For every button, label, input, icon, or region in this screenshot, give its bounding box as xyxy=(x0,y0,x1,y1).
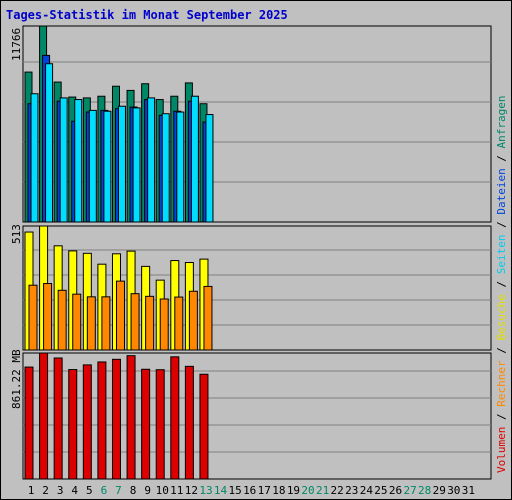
day-label-24: 24 xyxy=(360,484,374,497)
bar-rechner-day-3 xyxy=(57,289,67,351)
day-label-17: 17 xyxy=(258,484,271,497)
bar-rechner-day-5 xyxy=(86,296,96,351)
bar-rechner-day-6 xyxy=(101,296,111,351)
legend-item-anfragen: Anfragen xyxy=(495,95,508,149)
legend-item-dateien: Dateien xyxy=(495,168,508,215)
day-label-21: 21 xyxy=(316,484,329,497)
bar-seiten-day-5 xyxy=(88,109,97,223)
bar-volumen-day-7 xyxy=(111,358,121,480)
day-label-2: 2 xyxy=(42,484,49,497)
day-label-23: 23 xyxy=(345,484,358,497)
day-label-5: 5 xyxy=(86,484,93,497)
bar-rechner-day-7 xyxy=(115,280,125,351)
bar-seiten-day-8 xyxy=(132,107,141,223)
bar-volumen-day-12 xyxy=(184,365,194,480)
day-label-27: 27 xyxy=(403,484,416,497)
bar-volumen-day-6 xyxy=(97,361,107,480)
day-label-19: 19 xyxy=(287,484,300,497)
day-label-9: 9 xyxy=(144,484,151,497)
legend-item-volumen: Volumen xyxy=(495,426,508,473)
day-label-12: 12 xyxy=(185,484,198,497)
panel-1-scale-label: 11766 xyxy=(10,27,23,61)
bar-rechner-day-2 xyxy=(43,283,53,351)
day-label-30: 30 xyxy=(447,484,460,497)
bar-rechner-day-13 xyxy=(203,285,213,351)
legend-item-seiten: Seiten xyxy=(495,234,508,275)
bar-rechner-day-1 xyxy=(28,284,38,351)
bar-rechner-day-12 xyxy=(188,290,198,351)
day-label-31: 31 xyxy=(462,484,475,497)
day-label-7: 7 xyxy=(115,484,122,497)
bar-seiten-day-12 xyxy=(190,95,199,223)
bar-rechner-day-10 xyxy=(159,298,169,351)
chart-legend: Volumen / Rechner / Besuche / Seiten / D… xyxy=(495,95,508,473)
day-label-10: 10 xyxy=(156,484,169,497)
panel-3-frame xyxy=(22,352,492,480)
bar-seiten-day-3 xyxy=(59,97,68,223)
bar-rechner-day-4 xyxy=(72,293,82,351)
bar-volumen-day-2 xyxy=(39,352,49,480)
day-label-18: 18 xyxy=(272,484,285,497)
day-label-22: 22 xyxy=(331,484,344,497)
bar-seiten-day-10 xyxy=(161,113,170,223)
bar-seiten-day-6 xyxy=(103,110,112,223)
bar-volumen-day-10 xyxy=(155,369,165,480)
bar-rechner-day-8 xyxy=(130,293,140,351)
day-label-13: 13 xyxy=(199,484,212,497)
bar-volumen-day-8 xyxy=(126,355,136,480)
day-label-14: 14 xyxy=(214,484,228,497)
bar-seiten-day-2 xyxy=(45,63,54,223)
day-label-1: 1 xyxy=(28,484,35,497)
day-label-3: 3 xyxy=(57,484,64,497)
bar-seiten-day-4 xyxy=(74,99,83,223)
day-label-11: 11 xyxy=(170,484,183,497)
panel-3-scale-label: 861.22 MB xyxy=(10,349,23,409)
panel-2-scale-label: 513 xyxy=(10,224,23,244)
bar-volumen-day-9 xyxy=(141,368,151,480)
day-label-16: 16 xyxy=(243,484,256,497)
chart-title: Tages-Statistik im Monat September 2025 xyxy=(6,8,288,22)
bar-seiten-day-7 xyxy=(117,105,126,223)
bar-volumen-day-11 xyxy=(170,356,180,480)
day-label-25: 25 xyxy=(374,484,387,497)
bar-rechner-day-9 xyxy=(145,295,155,351)
bar-rechner-day-11 xyxy=(174,296,184,351)
bar-seiten-day-9 xyxy=(147,97,156,223)
day-label-29: 29 xyxy=(433,484,446,497)
bar-seiten-day-11 xyxy=(176,111,185,223)
bar-volumen-day-5 xyxy=(82,364,92,480)
day-label-15: 15 xyxy=(228,484,241,497)
bar-volumen-day-13 xyxy=(199,373,209,480)
day-label-8: 8 xyxy=(130,484,137,497)
legend-item-besuche: Besuche xyxy=(495,294,508,341)
day-label-6: 6 xyxy=(101,484,108,497)
bar-seiten-day-1 xyxy=(30,93,39,223)
bar-volumen-day-3 xyxy=(53,357,63,480)
day-label-20: 20 xyxy=(301,484,314,497)
day-label-4: 4 xyxy=(71,484,78,497)
day-label-28: 28 xyxy=(418,484,431,497)
bar-volumen-day-1 xyxy=(24,366,34,480)
day-label-26: 26 xyxy=(389,484,402,497)
bar-seiten-day-13 xyxy=(205,114,214,223)
bar-volumen-day-4 xyxy=(68,369,78,480)
legend-item-rechner: Rechner xyxy=(495,360,508,407)
